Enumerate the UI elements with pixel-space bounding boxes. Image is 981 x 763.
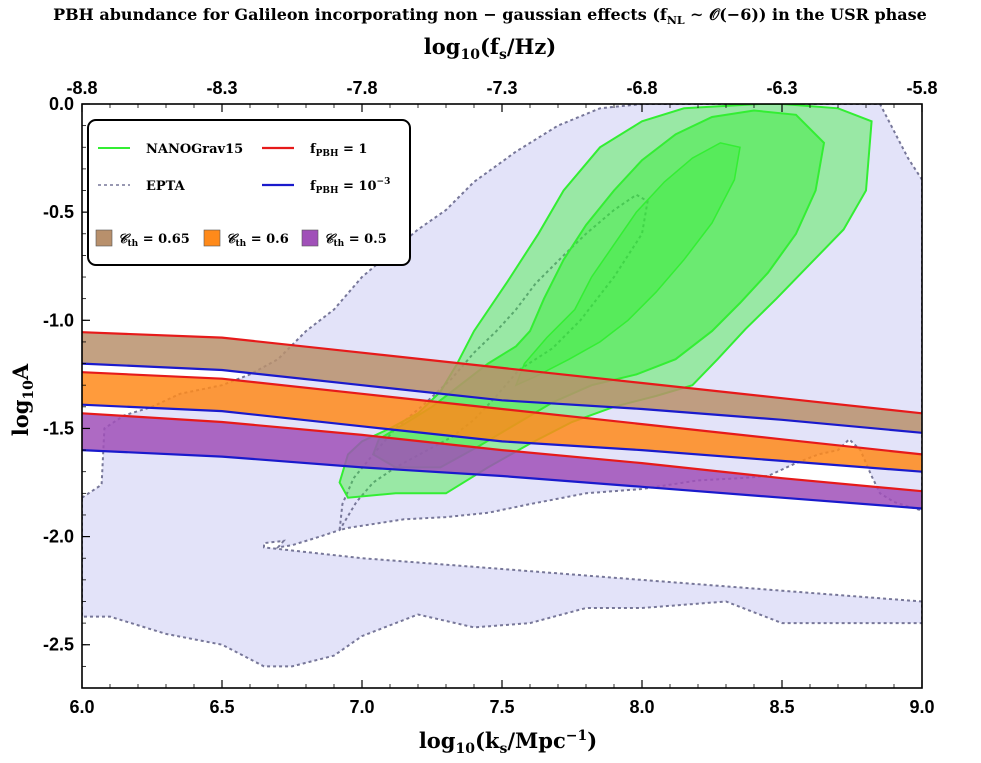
legend-fpbh2-sub: PBH — [316, 186, 339, 196]
top-tick-label-1: -8.3 — [206, 78, 237, 98]
legend-fpbh1-rest: = 1 — [338, 142, 367, 157]
y-tick-label-5: -2.5 — [43, 635, 74, 655]
legend-c05-sub: th — [333, 239, 344, 249]
legend-fpbh2-base: f — [310, 179, 317, 194]
top-tick-label-5: -6.3 — [766, 78, 797, 98]
y-tick-label-1: -0.5 — [43, 202, 74, 222]
legend-c06-swatch — [203, 229, 221, 247]
xlabel-rest3: ) — [587, 728, 597, 753]
band-fill-2 — [82, 413, 922, 509]
top-axis-label: log10(fs/Hz) — [424, 34, 556, 63]
y-tick-label-0: 0.0 — [49, 94, 74, 114]
legend-fpbh2-sup: −3 — [377, 177, 391, 187]
legend-c05-swatch — [301, 229, 319, 247]
legend-c06-rest: = 0.6 — [246, 232, 289, 247]
ylabel-base: log — [8, 399, 33, 436]
x-tick-label-5: 8.5 — [769, 697, 794, 717]
top-tick-label-2: -7.8 — [346, 78, 377, 98]
y-axis-label: log10A — [8, 363, 37, 436]
xlabel-sup: −1 — [566, 728, 587, 744]
legend-fpbh1-label: fPBH = 1 — [310, 142, 367, 159]
nanograv-outer-contour — [338, 104, 873, 499]
y-tick-label-2: -1.0 — [43, 310, 74, 330]
legend-c06-sub: th — [235, 239, 246, 249]
ylabel-rest: A — [8, 363, 33, 381]
top-tick-label-3: -7.3 — [486, 78, 517, 98]
xlabel-sub: 10 — [455, 741, 475, 757]
xlabel-rest2: /Mpc — [507, 728, 565, 753]
title-rest: ∼ 𝒪(−6)) in the USR phase — [685, 5, 927, 24]
legend-c065-swatch — [95, 229, 113, 247]
x-tick-label-2: 7.0 — [349, 697, 374, 717]
band-fpbh1-line-0 — [82, 331, 922, 415]
y-tick-label-3: -1.5 — [43, 418, 74, 438]
x-tick-label-6: 9.0 — [909, 697, 934, 717]
top-label-sub: 10 — [460, 47, 480, 63]
ylabel-sub: 10 — [21, 380, 37, 400]
legend-fpbh2-rest: = 10 — [338, 179, 376, 194]
xlabel-rest: (k — [475, 728, 500, 753]
top-label-rest2: /Hz) — [507, 34, 556, 59]
axes: 6.0 6.5 7.0 7.5 8.0 8.5 9.0 0.0 -0.5 -1.0 -1.5 -2.0… — [43, 78, 938, 717]
legend-box — [87, 119, 411, 266]
top-label-sub2: s — [499, 47, 507, 63]
x-tick-label-1: 6.5 — [209, 697, 234, 717]
band-fill-1 — [82, 372, 922, 472]
chart-title: PBH abundance for Galileon incorporating… — [53, 5, 927, 27]
legend-epta-label: EPTA — [146, 179, 186, 194]
xlabel-base: log — [419, 728, 456, 753]
legend-c05-rest: = 0.5 — [344, 232, 387, 247]
legend-c06-label: 𝒞th = 0.6 — [226, 232, 289, 249]
x-tick-label-0: 6.0 — [69, 697, 94, 717]
title-main: PBH abundance for Galileon incorporating… — [53, 5, 668, 24]
band-fpbh2-line-0 — [82, 362, 922, 434]
band-fpbh2-line-1 — [82, 403, 922, 473]
band-fill-0 — [82, 332, 922, 433]
top-tick-label-0: -8.8 — [66, 78, 97, 98]
legend-c065-rest: = 0.65 — [138, 232, 190, 247]
title-sub: NL — [667, 14, 685, 27]
x-axis-label: log10(ks/Mpc−1) — [419, 728, 597, 757]
legend-c065-sub: th — [127, 239, 138, 249]
top-tick-label-4: -6.8 — [626, 78, 657, 98]
band-fpbh1-line-2 — [82, 412, 922, 493]
legend-c05-label: 𝒞th = 0.5 — [324, 232, 387, 249]
legend-fpbh1-sub: PBH — [316, 149, 339, 159]
x-tick-label-3: 7.5 — [489, 697, 514, 717]
top-label-base: log — [424, 34, 461, 59]
band-fpbh1-line-1 — [82, 371, 922, 456]
plot-area — [82, 104, 922, 668]
y-tick-label-4: -2.0 — [43, 527, 74, 547]
legend-nanograv-label: NANOGrav15 — [146, 142, 243, 157]
legend: NANOGrav15 fPBH = 1 EPTA fPBH = 10−3 𝒞th… — [87, 119, 411, 266]
top-tick-label-6: -5.8 — [906, 78, 937, 98]
legend-fpbh2-label: fPBH = 10−3 — [310, 177, 390, 196]
xlabel-sub2: s — [499, 741, 507, 757]
top-label-rest: (f — [480, 34, 501, 59]
x-tick-label-4: 8.0 — [629, 697, 654, 717]
band-fpbh2-line-2 — [82, 449, 922, 510]
legend-fpbh1-base: f — [310, 142, 317, 157]
